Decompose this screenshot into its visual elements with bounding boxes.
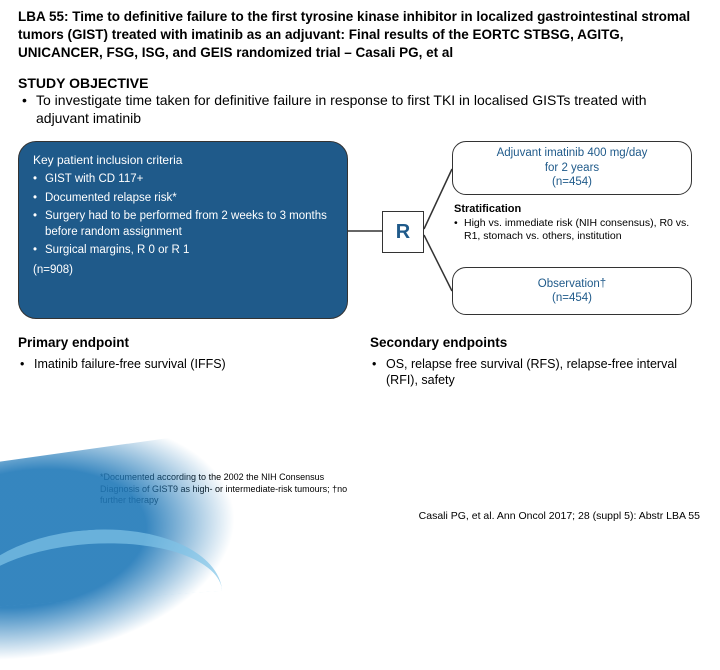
secondary-endpoint-col: Secondary endpoints OS, relapse free sur… <box>370 335 702 389</box>
objective-text: To investigate time taken for definitive… <box>18 91 702 127</box>
arm-observation-box: Observation† (n=454) <box>452 267 692 315</box>
criteria-item: Surgical margins, R 0 or R 1 <box>33 243 333 259</box>
study-objective: STUDY OBJECTIVE To investigate time take… <box>0 71 720 127</box>
randomize-node: R <box>382 211 424 253</box>
arm-top-line1: Adjuvant imatinib 400 mg/day <box>463 146 681 160</box>
arm-imatinib-box: Adjuvant imatinib 400 mg/day for 2 years… <box>452 141 692 195</box>
primary-heading: Primary endpoint <box>18 335 350 350</box>
secondary-heading: Secondary endpoints <box>370 335 702 350</box>
primary-endpoint-col: Primary endpoint Imatinib failure-free s… <box>18 335 350 389</box>
slide-title: LBA 55: Time to definitive failure to th… <box>0 0 720 71</box>
stratification-item: High vs. immediate risk (NIH consensus),… <box>454 217 694 243</box>
inclusion-criteria-box: Key patient inclusion criteria GIST with… <box>18 141 348 319</box>
arm-bot-line1: Observation† <box>463 277 681 291</box>
citation-text: Casali PG, et al. Ann Oncol 2017; 28 (su… <box>419 510 700 522</box>
objective-heading: STUDY OBJECTIVE <box>18 75 702 91</box>
criteria-item: GIST with CD 117+ <box>33 172 333 188</box>
endpoints-row: Primary endpoint Imatinib failure-free s… <box>18 335 702 389</box>
arm-top-line3: (n=454) <box>463 175 681 189</box>
trial-design-diagram: Key patient inclusion criteria GIST with… <box>18 141 702 321</box>
arm-bot-line2: (n=454) <box>463 291 681 305</box>
criteria-item: Documented relapse risk* <box>33 191 333 207</box>
criteria-heading: Key patient inclusion criteria <box>33 152 333 168</box>
stratification-heading: Stratification <box>454 203 694 215</box>
criteria-item: Surgery had to be performed from 2 weeks… <box>33 209 333 240</box>
criteria-n: (n=908) <box>33 263 333 279</box>
secondary-item: OS, relapse free survival (RFS), relapse… <box>370 356 702 389</box>
arm-top-line2: for 2 years <box>463 161 681 175</box>
primary-item: Imatinib failure-free survival (IFFS) <box>18 356 350 372</box>
stratification-block: Stratification High vs. immediate risk (… <box>454 203 694 243</box>
